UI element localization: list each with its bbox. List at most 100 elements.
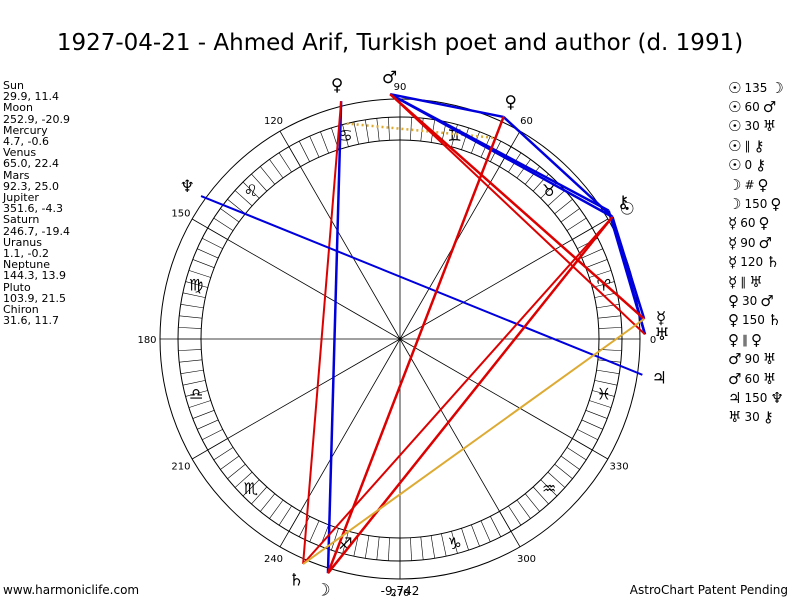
position-name: Neptune [3, 258, 51, 272]
degree-label: 150 [171, 209, 190, 220]
degree-tick [376, 118, 380, 142]
degree-tick [410, 117, 412, 141]
degree-label: 60 [520, 116, 533, 127]
degree-tick [560, 455, 580, 470]
degree-tick [451, 531, 458, 554]
aspect-planet-glyph: ☉ [728, 98, 742, 117]
degree-tick [185, 281, 208, 288]
position-value: 351.6, -4.3 [3, 202, 63, 216]
degree-tick [202, 429, 223, 441]
aspect-planet-glyph: ☽ [770, 78, 784, 97]
degree-tick [554, 199, 573, 214]
aspect-planet-glyph: ♅ [749, 272, 763, 291]
aspect-planet-glyph: ♂ [762, 98, 777, 117]
degree-tick [364, 119, 370, 143]
aspect-planet-glyph: ♃ [728, 388, 742, 407]
degree-tick [320, 131, 329, 154]
degree-tick [589, 270, 612, 278]
degree-tick [192, 410, 215, 419]
aspect-type: 30 [744, 410, 760, 425]
aspect-planet-glyph: ♀ [728, 311, 739, 330]
degree-tick [388, 537, 390, 561]
position-name: Venus [3, 146, 37, 160]
degree-tick [554, 464, 573, 479]
degree-label: 180 [137, 335, 156, 346]
degree-tick [197, 248, 219, 259]
aspect-planet-glyph: ♂ [760, 291, 774, 310]
degree-label: 210 [171, 462, 190, 473]
position-value: 65.0, 22.4 [3, 157, 59, 171]
degree-tick [461, 127, 469, 150]
aspect-type: 90 [740, 235, 756, 250]
aspect-planet-glyph: ☽ [728, 195, 742, 214]
degree-tick [577, 429, 598, 441]
degree-tick [213, 447, 234, 461]
degree-tick [596, 303, 620, 309]
aspect-planet-glyph: ☿ [728, 214, 738, 233]
aspect-type: 0 [744, 158, 753, 173]
aspect-type: # [744, 177, 755, 192]
aspect-line [326, 116, 505, 574]
degree-tick [298, 516, 310, 537]
degree-tick [461, 528, 469, 551]
aspect-planet-glyph: ☉ [728, 78, 742, 97]
degree-tick [234, 471, 253, 488]
degree-tick [260, 166, 275, 185]
aspect-type: 150 [744, 390, 768, 405]
aspect-row: ☿ ∥ ♅ [728, 272, 787, 291]
aspect-row: ☽ 150 ♀ [728, 194, 787, 213]
degree-tick [566, 217, 587, 231]
aspect-planet-glyph: ☉ [728, 136, 742, 155]
website-link[interactable]: www.harmoniclife.com [3, 583, 140, 597]
degree-tick [178, 349, 202, 351]
aspect-line [389, 93, 646, 320]
degree-tick [592, 390, 615, 397]
aspect-planet-glyph: ♀ [751, 330, 762, 349]
aspect-row: ☽ # ♀ [728, 175, 787, 194]
degree-tick [471, 524, 480, 547]
zodiac-sign-glyph: ♉ [542, 181, 556, 200]
aspect-planet-glyph: ♀ [728, 330, 739, 349]
aspect-row: ♀ 30 ♂ [728, 291, 787, 310]
degree-tick [278, 152, 292, 173]
zodiac-sign-glyph: ♎ [189, 385, 203, 404]
planet-glyph-jupiter: ♃ [652, 368, 667, 388]
aspect-planet-glyph: ♂ [728, 350, 742, 369]
degree-tick [180, 369, 204, 375]
aspect-line-dotted [346, 122, 494, 140]
position-name: Mercury [3, 123, 48, 137]
degree-tick [388, 117, 390, 141]
degree-tick [242, 479, 260, 497]
degree-tick [376, 536, 380, 560]
aspect-planet-glyph: ♅ [762, 350, 777, 369]
aspect-line [302, 216, 614, 565]
aspect-type: 30 [744, 119, 760, 134]
aspect-planet-glyph: ♀ [758, 214, 770, 233]
house-spoke [399, 130, 521, 340]
aspect-row: ☿ 60 ♀ [728, 214, 787, 233]
degree-tick [364, 535, 370, 559]
degree-tick [598, 327, 622, 329]
house-spoke [399, 338, 609, 460]
position-value: 103.9, 21.5 [3, 291, 66, 305]
degree-tick [525, 166, 540, 185]
degree-tick [430, 535, 436, 559]
aspect-row: ☿ 120 ♄ [728, 253, 787, 272]
degree-tick [185, 390, 208, 397]
position-name: Mars [3, 168, 30, 182]
position-value: 252.9, -20.9 [3, 112, 70, 126]
position-name: Uranus [3, 235, 42, 249]
planet-glyph-uranus: ♅ [654, 325, 669, 345]
degree-tick [508, 505, 522, 526]
aspect-planet-glyph: ☉ [728, 117, 742, 136]
zodiac-sign-glyph: ♋ [338, 126, 352, 145]
degree-tick [298, 141, 310, 162]
degree-tick [192, 259, 215, 268]
degree-tick [441, 533, 447, 557]
degree-tick [596, 369, 620, 375]
degree-tick [260, 493, 275, 512]
aspect-line [326, 216, 614, 574]
degree-tick [178, 327, 202, 329]
degree-label: 120 [264, 116, 283, 127]
degree-tick [227, 199, 246, 214]
